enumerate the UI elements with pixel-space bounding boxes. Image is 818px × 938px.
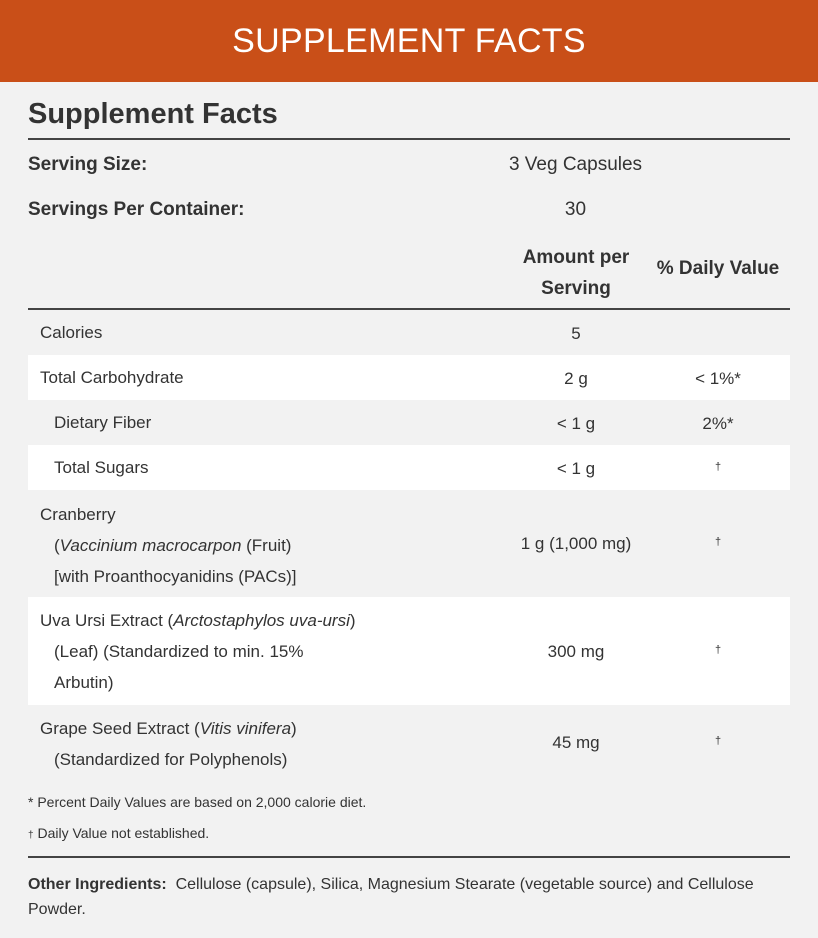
header-divider (28, 308, 790, 310)
nutrient-name: Uva Ursi Extract (Arctostaphylos uva-urs… (40, 605, 356, 698)
nutrient-amount: 5 (571, 324, 581, 343)
nutrient-name-line1: Uva Ursi Extract (Arctostaphylos uva-urs… (40, 611, 356, 630)
nutrient-name: Calories (40, 323, 103, 342)
serving-size-value: 3 Veg Capsules (508, 154, 643, 175)
latin-name: Arctostaphylos uva-ursi (173, 611, 350, 630)
nutrient-name-line1: Cranberry (40, 505, 116, 524)
nutrient-name: Total Sugars (54, 458, 149, 477)
nutrient-daily-value: † (714, 461, 722, 473)
nutrient-row-uva-ursi: Uva Ursi Extract (Arctostaphylos uva-urs… (28, 597, 790, 705)
nutrient-amount: 45 mg (552, 733, 600, 752)
servings-per-container-label: Servings Per Container: (28, 199, 245, 220)
nutrient-daily-value: < 1%* (695, 369, 741, 388)
amount-header-line1: Amount per (522, 247, 630, 268)
serving-size-row: Serving Size: 3 Veg Capsules (28, 146, 790, 186)
nutrient-row-grape-seed: Grape Seed Extract (Vitis vinifera) (Sta… (28, 705, 790, 781)
other-ingredients-text: Cellulose (capsule), Silica, Magnesium S… (28, 876, 754, 918)
nutrient-row-cranberry: Cranberry (Vaccinium macrocarpon (Fruit)… (28, 490, 790, 597)
nutrient-daily-value: † (714, 644, 722, 656)
dagger-symbol: † (28, 830, 34, 841)
panel-title: Supplement Facts (28, 98, 278, 130)
nutrient-row-calories: Calories 5 (28, 310, 790, 355)
nutrient-daily-value: † (714, 735, 722, 747)
nutrient-name: Dietary Fiber (54, 413, 152, 432)
servings-per-container-row: Servings Per Container: 30 (28, 191, 790, 231)
nutrient-name-line1: Grape Seed Extract (Vitis vinifera) (40, 719, 297, 738)
nutrient-name-line3: [with Proanthocyanidins (PACs)] (54, 567, 297, 586)
nutrient-name-line2: (Standardized for Polyphenols) (54, 750, 288, 769)
nutrient-daily-value: 2%* (702, 414, 734, 433)
other-ingredients: Other Ingredients: Cellulose (capsule), … (28, 872, 790, 922)
nutrient-amount: 2 g (564, 369, 588, 388)
serving-size-label: Serving Size: (28, 154, 148, 175)
title-divider (28, 138, 790, 140)
footnote-percent-daily: * Percent Daily Values are based on 2,00… (28, 794, 367, 810)
nutrient-amount: < 1 g (556, 414, 596, 433)
nutrient-row-dietary-fiber: Dietary Fiber < 1 g 2%* (28, 400, 790, 445)
amount-per-serving-header: Amount per Serving (504, 242, 648, 304)
nutrient-name-line2: (Leaf) (Standardized to min. 15% (54, 642, 304, 661)
nutrient-name: Grape Seed Extract (Vitis vinifera) (Sta… (40, 713, 297, 775)
nutrient-daily-value: † (714, 536, 722, 548)
latin-name: Vitis vinifera (199, 719, 292, 738)
amount-header-line2: Serving (541, 278, 611, 299)
servings-per-container-value: 30 (564, 199, 587, 220)
nutrient-row-total-carbohydrate: Total Carbohydrate 2 g < 1%* (28, 355, 790, 400)
footer-divider (28, 856, 790, 858)
banner: SUPPLEMENT FACTS (0, 0, 818, 82)
nutrient-name-line2: (Vaccinium macrocarpon (Fruit) (54, 536, 292, 555)
nutrient-name: Total Carbohydrate (40, 368, 184, 387)
nutrient-name-line3: Arbutin) (54, 673, 114, 692)
nutrient-amount: 1 g (1,000 mg) (520, 534, 632, 553)
footnote-dagger: † Daily Value not established. (28, 825, 210, 841)
daily-value-header: % Daily Value (656, 258, 780, 279)
nutrient-amount: < 1 g (556, 459, 596, 478)
nutrient-amount: 300 mg (547, 642, 605, 661)
other-ingredients-label: Other Ingredients: (28, 876, 167, 893)
nutrient-name: Cranberry (Vaccinium macrocarpon (Fruit)… (40, 499, 297, 592)
banner-title: SUPPLEMENT FACTS (232, 21, 586, 60)
latin-name: Vaccinium macrocarpon (59, 536, 242, 555)
nutrient-row-total-sugars: Total Sugars < 1 g † (28, 445, 790, 490)
